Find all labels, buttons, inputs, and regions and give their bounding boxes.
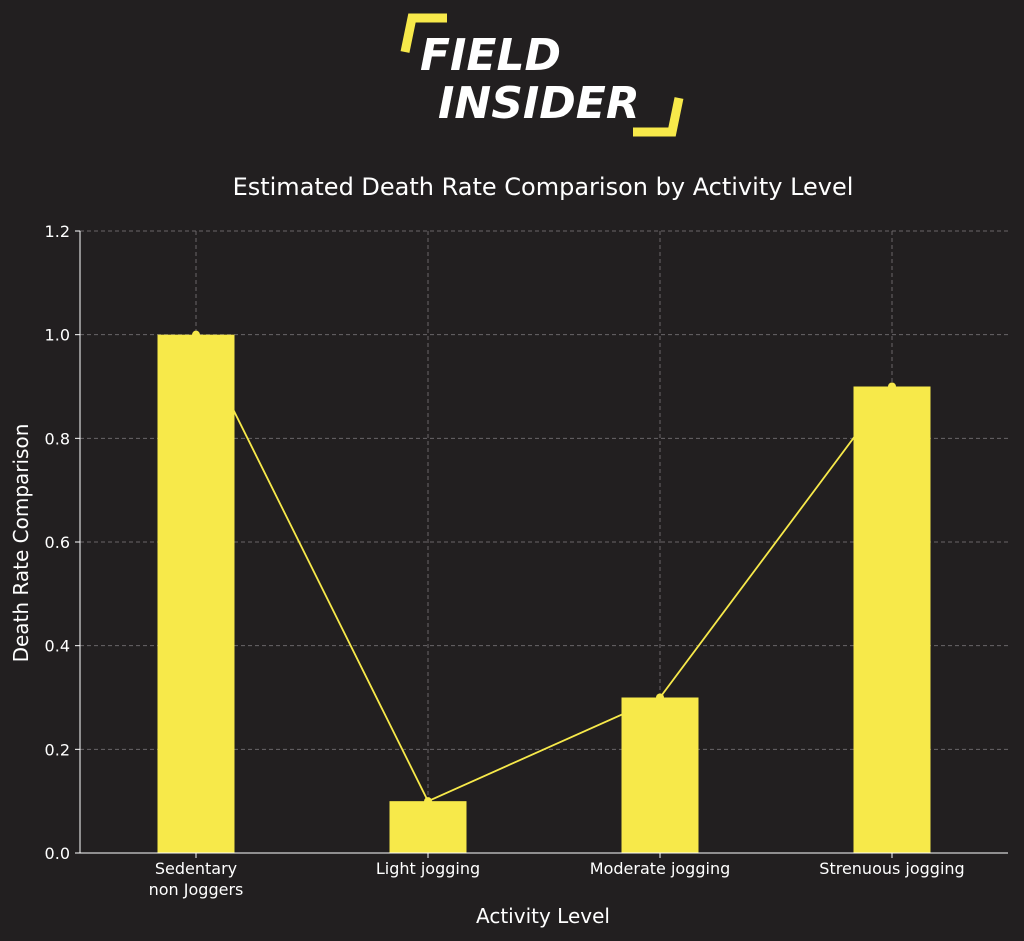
x-tick-label: Light jogging [376, 859, 480, 878]
tick-labels: 0.0 0.2 0.4 0.6 0.8 1.0 1.2 Sedentary non Jogger… [45, 222, 965, 899]
bars [157, 334, 931, 854]
axes [75, 230, 1008, 858]
series-line [192, 330, 896, 806]
series-point-2 [656, 693, 664, 702]
y-tick-label: 0.0 [45, 844, 70, 863]
x-tick-label: Strenuous jogging [819, 859, 964, 878]
y-tick-label: 1.2 [45, 222, 70, 241]
chart-title: Estimated Death Rate Comparison by Activ… [233, 173, 854, 201]
bar-2 [621, 697, 699, 853]
y-tick-label: 1.0 [45, 326, 70, 345]
logo-line2: INSIDER [438, 78, 640, 129]
series-polyline [195, 334, 893, 803]
y-tick-label: 0.8 [45, 429, 70, 448]
series-point-0 [192, 330, 200, 339]
series-point-3 [888, 382, 896, 391]
y-tick-label: 0.6 [45, 533, 70, 552]
bar-0 [157, 334, 235, 854]
bar-1 [389, 801, 467, 853]
logo-bracket-bottom-right [633, 97, 684, 137]
x-axis-label: Activity Level [476, 904, 610, 928]
y-tick-label: 0.2 [45, 740, 70, 759]
y-axis-label: Death Rate Comparison [9, 424, 33, 663]
x-tick-label: Sedentary [155, 859, 237, 878]
series-point-1 [424, 797, 432, 806]
y-tick-label: 0.4 [45, 637, 70, 656]
x-tick-label: Moderate jogging [590, 859, 730, 878]
x-tick-label: non Joggers [149, 880, 244, 899]
logo-line1: FIELD [420, 30, 561, 81]
field-insider-logo: FIELD INSIDER [400, 13, 684, 137]
bar-3 [853, 386, 931, 853]
logo-bracket-top-left [400, 13, 447, 53]
